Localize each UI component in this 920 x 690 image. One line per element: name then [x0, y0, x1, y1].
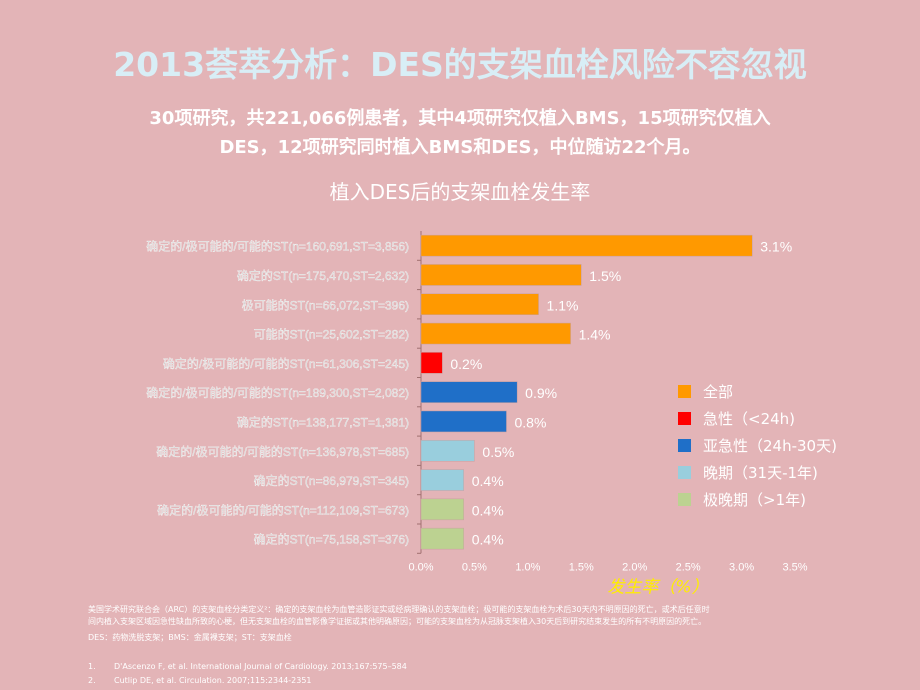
- legend-label: 极晚期（>1年): [703, 491, 806, 509]
- bar: [420, 381, 518, 403]
- category-label: 确定的ST(n=86,979,ST=345): [254, 473, 409, 488]
- legend-label: 晚期（31天-1年): [703, 464, 818, 482]
- bar: [420, 322, 571, 345]
- reference: 2. Cutlip DE, et al. Circulation. 2007;11…: [88, 674, 407, 688]
- data-label: 0.4%: [472, 473, 504, 489]
- legend-item: 急性（<24h): [678, 405, 837, 432]
- data-label: 0.9%: [525, 385, 557, 401]
- x-tick-label: 0.5%: [462, 561, 487, 573]
- legend-swatch: [678, 439, 691, 452]
- category-label: 确定的ST(n=138,177,ST=1,381): [237, 414, 409, 429]
- legend-swatch: [678, 466, 691, 479]
- x-axis-label: 发生率（%）: [607, 577, 708, 597]
- data-label: 1.4%: [579, 327, 611, 343]
- x-tick-label: 0.0%: [408, 561, 433, 573]
- x-tick-label: 3.0%: [729, 561, 754, 573]
- bar: [420, 352, 443, 374]
- data-label: 3.1%: [760, 239, 792, 255]
- subtitle: 30项研究，共221,066例患者，其中4项研究仅植入BMS，15项研究仅植入 …: [60, 104, 860, 162]
- bar: [420, 469, 464, 491]
- footnote-line: 美国学术研究联合会（ARC）的支架血栓分类定义²：确定的支架血栓为血管造影证实或…: [88, 605, 710, 614]
- legend-item: 亚急性（24h-30天): [678, 432, 837, 459]
- data-label: 0.4%: [472, 532, 504, 548]
- footnote-line: 间内植入支架区域因急性缺血所致的心梗，但无支架血栓的血管影像学证据或其他明确原因…: [88, 617, 707, 626]
- x-tick-label: 1.5%: [569, 561, 594, 573]
- chart-title: 植入DES后的支架血栓发生率: [329, 180, 591, 204]
- data-label: 0.2%: [450, 356, 482, 372]
- bar: [420, 410, 507, 433]
- category-label: 确定的ST(n=175,470,ST=2,632): [237, 268, 409, 283]
- category-label: 确定的ST(n=75,158,ST=376): [254, 532, 409, 547]
- data-label: 1.5%: [589, 268, 621, 284]
- subtitle-line: DES，12项研究同时植入BMS和DES，中位随访22个月。: [219, 137, 701, 158]
- x-tick-label: 2.0%: [622, 561, 647, 573]
- data-label: 1.1%: [547, 297, 579, 313]
- category-label: 确定的/极可能的/可能的ST(n=136,978,ST=685): [156, 444, 409, 459]
- x-tick-label: 3.5%: [782, 561, 807, 573]
- bar: [420, 264, 582, 286]
- subtitle-line: 30项研究，共221,066例患者，其中4项研究仅植入BMS，15项研究仅植入: [149, 108, 771, 129]
- x-tick-label: 1.0%: [515, 561, 540, 573]
- legend-item: 晚期（31天-1年): [678, 459, 837, 486]
- data-label: 0.5%: [482, 444, 514, 460]
- data-label: 0.4%: [472, 502, 504, 518]
- legend-swatch: [678, 385, 691, 398]
- legend-label: 急性（<24h): [703, 410, 796, 428]
- category-label: 极可能的ST(n=66,072,ST=396): [242, 297, 409, 312]
- abbreviations: DES：药物洗脱支架；BMS：金属裸支架；ST：支架血栓: [88, 633, 292, 642]
- slide-title: 2013荟萃分析：DES的支架血栓风险不容忽视: [113, 45, 807, 84]
- category-label: 确定的/极可能的/可能的ST(n=112,109,ST=673): [157, 502, 409, 517]
- reference: 1. D'Ascenzo F, et al. International Jour…: [88, 660, 407, 674]
- legend: 全部急性（<24h) 亚急性（24h-30天) 晚期（31天-1年) 极晚期（>1年): [678, 378, 837, 513]
- legend-item: 全部: [678, 378, 837, 405]
- category-label: 确定的/极可能的/可能的ST(n=61,306,ST=245): [163, 356, 409, 371]
- category-label: 确定的/极可能的/可能的ST(n=160,691,ST=3,856): [146, 239, 409, 254]
- bar: [420, 293, 539, 315]
- reference-number: 2.: [88, 676, 96, 685]
- bar: [420, 527, 464, 550]
- footnote: 美国学术研究联合会（ARC）的支架血栓分类定义²：确定的支架血栓为血管造影证实或…: [88, 604, 908, 644]
- category-label: 确定的/极可能的/可能的ST(n=189,300,ST=2,082): [146, 385, 409, 400]
- bar: [420, 234, 753, 257]
- references: 1. D'Ascenzo F, et al. International Jour…: [88, 660, 407, 688]
- legend-swatch: [678, 493, 691, 506]
- category-label: 可能的ST(n=25,602,ST=282): [254, 327, 409, 342]
- legend-item: 极晚期（>1年): [678, 486, 837, 513]
- legend-label: 亚急性（24h-30天): [703, 437, 837, 455]
- reference-text: D'Ascenzo F, et al. International Journa…: [114, 662, 407, 671]
- reference-text: Cutlip DE, et al. Circulation. 2007;115:…: [114, 676, 312, 685]
- legend-label: 全部: [703, 383, 734, 401]
- bar: [420, 498, 464, 521]
- bar: [420, 440, 475, 462]
- legend-swatch: [678, 412, 691, 425]
- x-tick-label: 2.5%: [676, 561, 701, 573]
- reference-number: 1.: [88, 662, 96, 671]
- data-label: 0.8%: [514, 414, 546, 430]
